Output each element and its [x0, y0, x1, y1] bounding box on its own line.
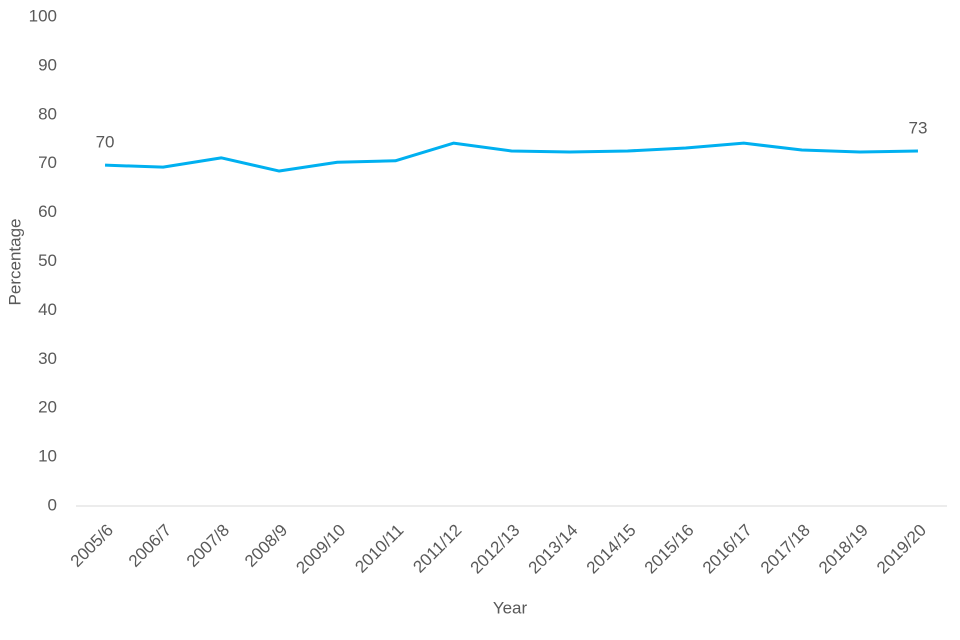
x-tick-label: 2012/13	[467, 521, 524, 578]
x-tick-label: 2006/7	[125, 521, 175, 571]
x-tick-label: 2016/17	[699, 521, 756, 578]
data-label: 70	[96, 133, 115, 152]
x-tick-label: 2019/20	[873, 521, 930, 578]
data-line	[104, 141, 918, 173]
y-tick-label: 70	[38, 153, 57, 172]
y-tick-label: 40	[38, 300, 57, 319]
y-tick-label: 20	[38, 398, 57, 417]
data-label: 73	[909, 118, 928, 137]
y-tick-label: 80	[38, 104, 57, 123]
y-tick-label: 100	[29, 6, 57, 25]
x-tick-label: 2005/6	[67, 521, 117, 571]
x-tick-label: 2017/18	[757, 521, 814, 578]
y-tick-label: 90	[38, 55, 57, 74]
y-tick-label: 60	[38, 202, 57, 221]
x-tick-label: 2008/9	[241, 521, 291, 571]
x-tick-label: 2013/14	[525, 521, 582, 578]
x-tick-label: 2010/11	[351, 521, 407, 577]
x-axis-label: Year	[493, 598, 528, 617]
y-tick-label: 0	[48, 495, 57, 514]
x-tick-label: 2009/10	[292, 521, 349, 578]
x-tick-label: 2011/12	[409, 521, 465, 577]
x-tick-label: 2015/16	[641, 521, 698, 578]
x-tick-label: 2014/15	[583, 521, 640, 578]
y-tick-label: 30	[38, 349, 57, 368]
y-axis-label: Percentage	[5, 219, 24, 306]
x-tick-label: 2007/8	[183, 521, 233, 571]
y-tick-label: 10	[38, 447, 57, 466]
y-tick-label: 50	[38, 251, 57, 270]
x-tick-label: 2018/19	[815, 521, 872, 578]
